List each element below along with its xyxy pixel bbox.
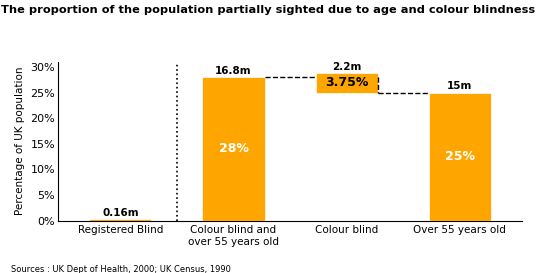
Bar [316,73,378,93]
Text: 28%: 28% [219,143,249,155]
Text: 25%: 25% [445,150,475,163]
Bar [89,219,151,221]
Text: 15m: 15m [447,81,473,91]
Text: 0.16m: 0.16m [102,208,139,218]
Y-axis label: Percentage of UK population: Percentage of UK population [15,67,25,215]
Text: 3.75%: 3.75% [325,76,368,90]
Text: The proportion of the population partially sighted due to age and colour blindne: The proportion of the population partial… [2,5,535,16]
Text: 16.8m: 16.8m [215,66,252,76]
Text: Sources : UK Dept of Health, 2000; UK Census, 1990: Sources : UK Dept of Health, 2000; UK Ce… [11,265,230,273]
Text: 2.2m: 2.2m [332,62,361,72]
Bar [202,77,265,221]
Bar [429,93,491,221]
